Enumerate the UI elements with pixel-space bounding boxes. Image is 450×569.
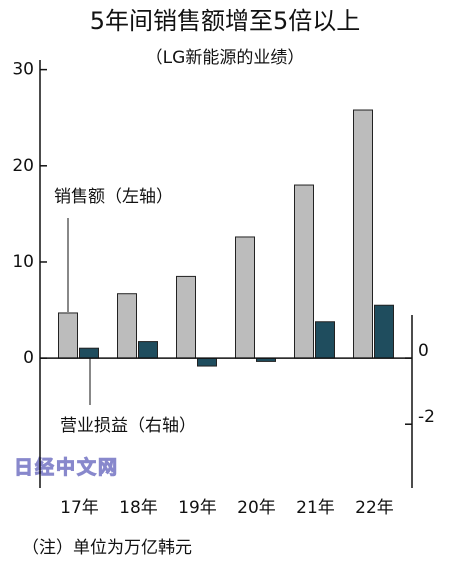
x-tick-label: 20年 [237,498,276,518]
x-tick-label: 21年 [296,498,335,518]
y-tick-label: 20 [12,156,34,176]
bar [353,109,373,359]
bar [235,236,255,359]
x-tick-label: 18年 [119,498,158,518]
chart-subtitle: （LG新能源的业绩） [146,48,305,68]
x-tick-label: 22年 [355,498,394,518]
y2-tick-label: 0 [418,341,429,361]
y-tick-label: 0 [23,348,34,368]
bar [294,184,314,359]
bar [58,312,78,359]
series-label: 销售额（左轴） [54,187,173,207]
series-label: 营业损益（右轴） [60,416,196,436]
y-tick-label: 30 [12,60,34,80]
y-tick-label: 10 [12,252,34,272]
bar [176,275,196,359]
bar [374,304,394,359]
x-tick-label: 17年 [60,498,99,518]
y2-tick-label: -2 [418,407,435,427]
chart-title: 5年间销售额增至5倍以上 [90,7,361,35]
bar [117,293,137,359]
bar [79,347,99,359]
x-tick-label: 19年 [178,498,217,518]
bar [315,321,335,359]
note: （注）单位为万亿韩元 [22,538,192,558]
bar [138,341,158,359]
bar [197,357,217,367]
watermark: 日经中文网 [14,456,119,479]
